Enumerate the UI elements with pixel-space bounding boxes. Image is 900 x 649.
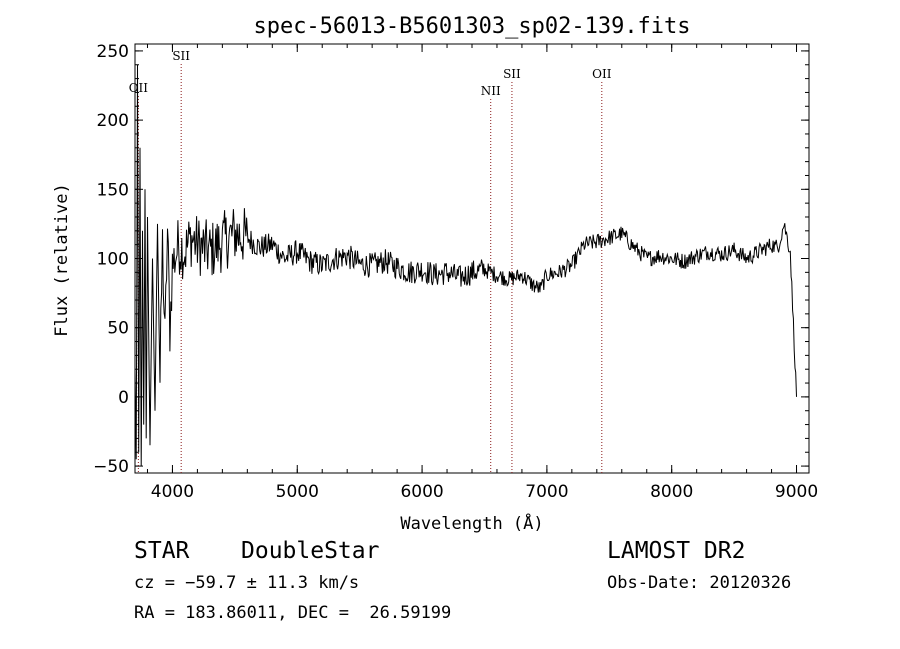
x-tick-label: 5000 [276, 482, 319, 502]
spectrum-line [134, 64, 797, 467]
x-tick-label: 4000 [151, 482, 194, 502]
y-tick-label: 100 [97, 250, 129, 270]
x-tick-label: 9000 [775, 482, 818, 502]
obs-date-text: Obs-Date: 20120326 [607, 573, 792, 593]
x-axis-label: Wavelength (Å) [400, 512, 543, 534]
plot-frame [134, 43, 810, 474]
chart-title: spec-56013-B5601303_sp02-139.fits [253, 14, 690, 39]
y-tick-label: −50 [93, 457, 129, 477]
y-tick-label: 200 [97, 111, 129, 131]
line-marker-label: SII [172, 49, 190, 63]
y-tick-label: 150 [97, 180, 129, 200]
x-tick-label: 7000 [525, 482, 568, 502]
line-marker-label: SII [503, 67, 521, 81]
x-axis: 4000 5000 6000 7000 8000 9000 [146, 44, 818, 502]
line-marker-label: OII [592, 67, 612, 81]
class-label: STAR [134, 538, 190, 564]
y-axis-label: Flux (relative) [52, 183, 72, 337]
y-axis: −50 0 50 100 150 200 250 [93, 42, 809, 477]
line-marker-label: OII [129, 81, 149, 95]
y-tick-label: 50 [107, 319, 129, 339]
survey-label: LAMOST DR2 [607, 538, 746, 564]
subclass-label: DoubleStar [241, 538, 380, 564]
y-tick-label: 0 [118, 388, 129, 408]
x-tick-label: 8000 [650, 482, 693, 502]
line-marker-label: NII [481, 84, 501, 98]
cz-text: cz = −59.7 ± 11.3 km/s [134, 573, 360, 593]
coords-text: RA = 183.86011, DEC = 26.59199 [134, 603, 452, 623]
y-tick-label: 250 [97, 42, 129, 62]
x-tick-label: 6000 [400, 482, 443, 502]
